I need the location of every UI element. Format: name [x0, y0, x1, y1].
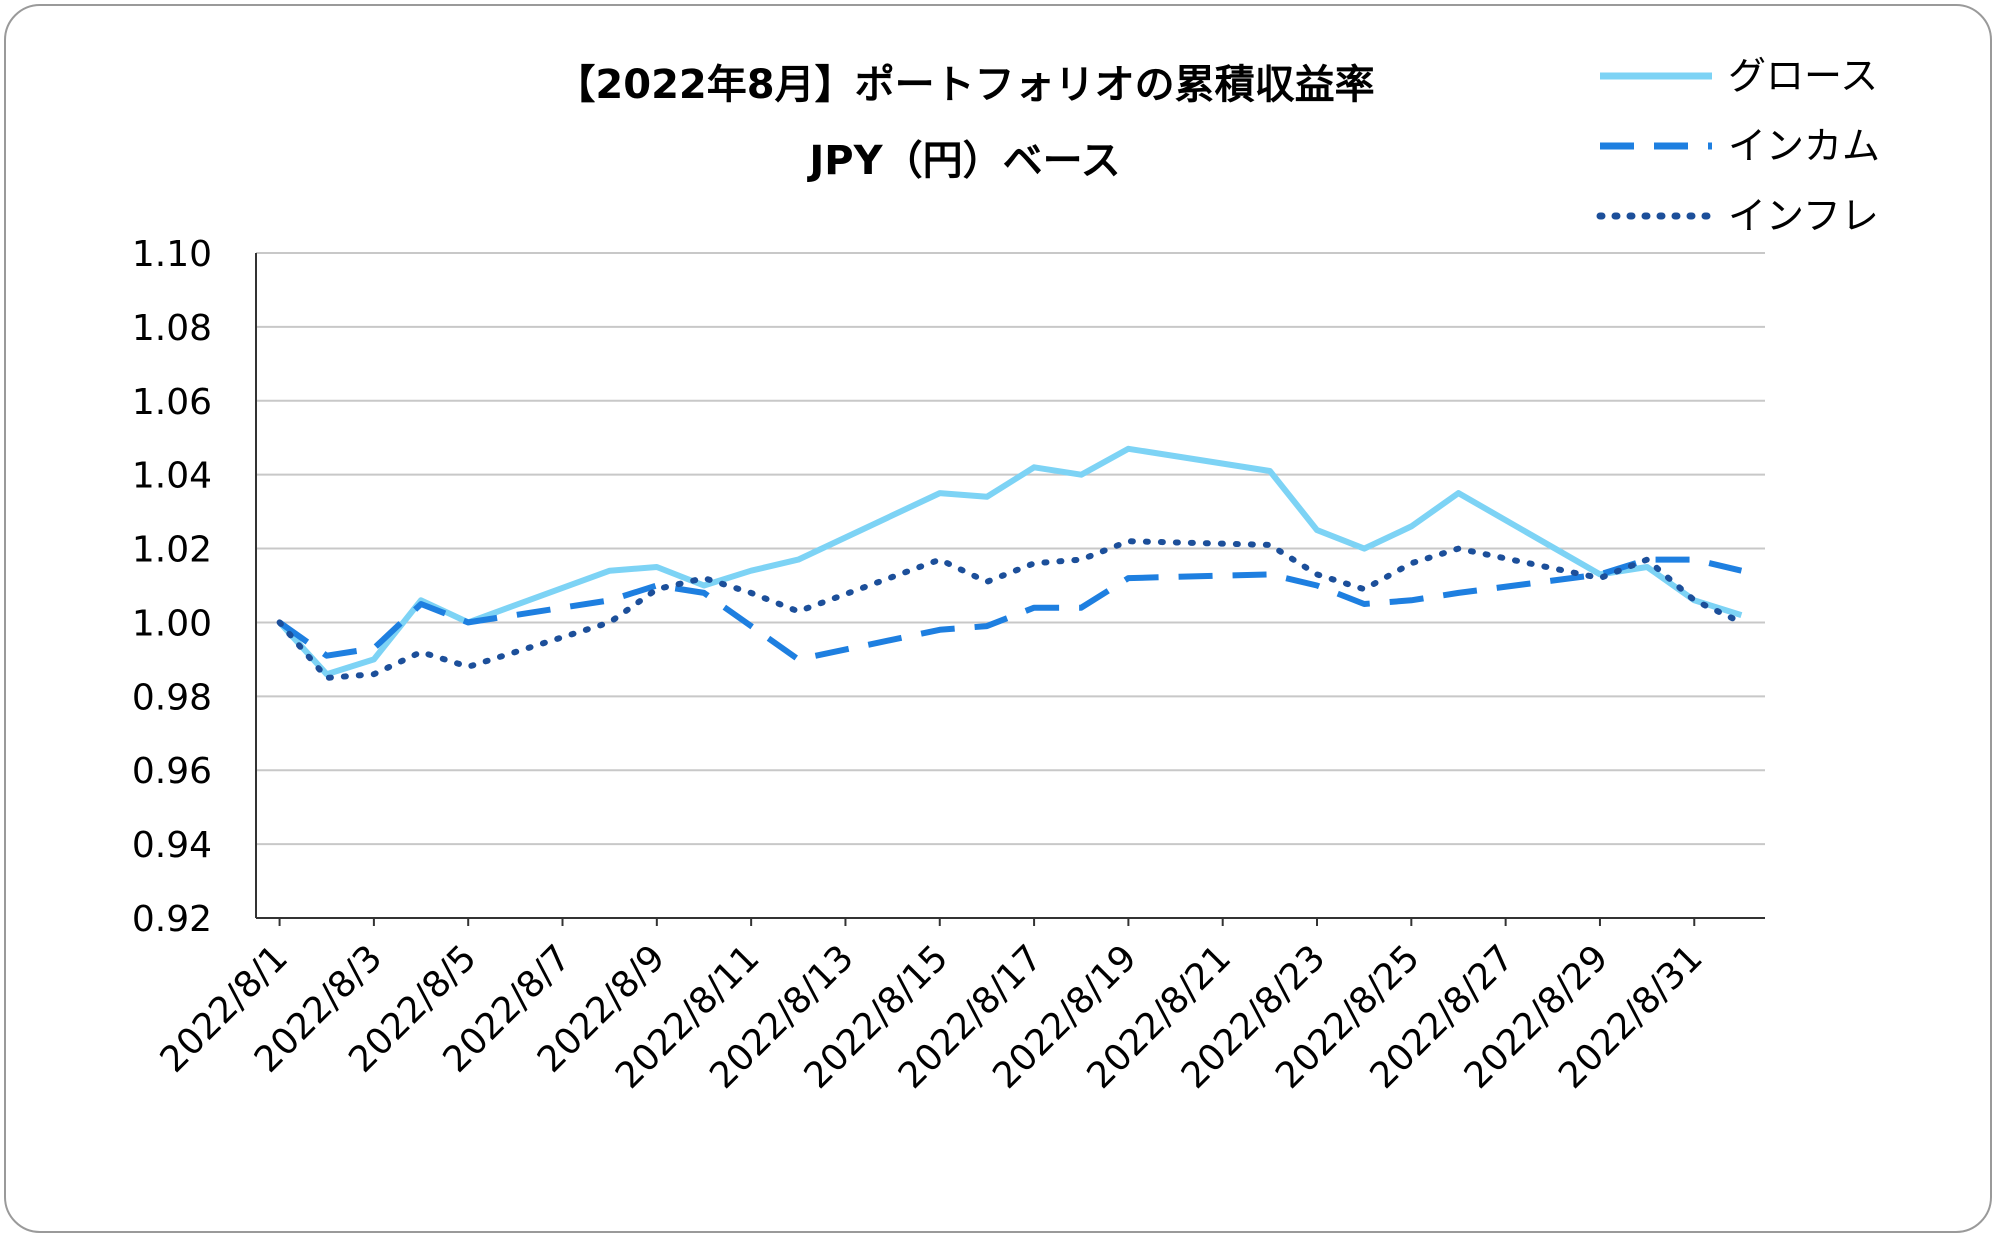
series-lines	[276, 445, 1745, 681]
legend-label: グロース	[1728, 54, 1878, 98]
y-tick-label: 0.94	[132, 825, 212, 866]
axes	[255, 253, 1765, 919]
series-line-solid	[277, 445, 1743, 678]
chart-title: 【2022年8月】ポートフォリオの累積収益率	[555, 62, 1375, 108]
y-tick-label: 1.00	[132, 603, 212, 644]
series-line-dotted	[276, 538, 1745, 681]
y-tick-label: 0.98	[132, 677, 212, 718]
y-tick-label: 1.02	[132, 530, 212, 571]
x-axis-ticks: 2022/8/12022/8/32022/8/52022/8/72022/8/9…	[153, 918, 1711, 1097]
y-tick-label: 1.04	[132, 456, 212, 497]
y-axis-ticks: 1.10 1.08 1.06 1.04 1.02 1.00 0.98 0.96 0.94 0.92	[132, 234, 212, 940]
y-tick-label: 0.92	[132, 899, 212, 940]
chart-subtitle: JPY（円）ベース	[809, 138, 1121, 184]
gridlines	[256, 252, 1765, 846]
y-tick-label: 1.10	[132, 234, 212, 275]
chart-frame	[4, 4, 1992, 1233]
legend-label: インカム	[1728, 124, 1880, 168]
legend-label: インフレ	[1728, 194, 1879, 238]
y-tick-label: 0.96	[132, 751, 212, 792]
y-tick-label: 1.08	[132, 308, 212, 349]
y-tick-label: 1.06	[132, 382, 212, 423]
